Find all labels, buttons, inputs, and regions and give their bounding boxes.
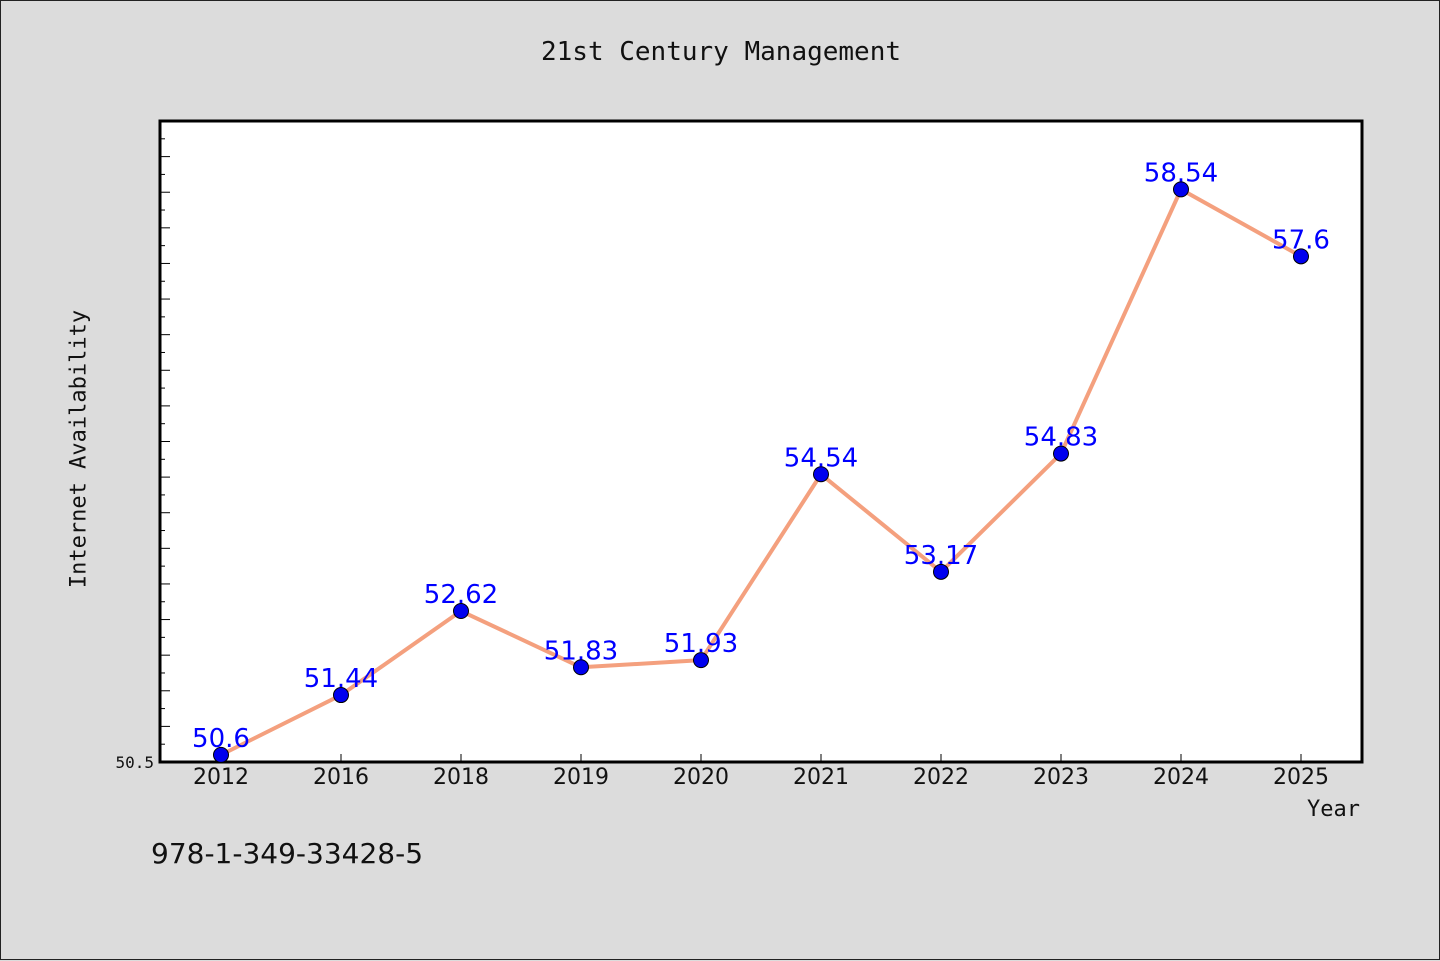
- data-label: 54.54: [784, 443, 858, 473]
- x-tick-label: 2021: [793, 765, 849, 790]
- data-label: 58.54: [1144, 158, 1218, 188]
- data-label: 50.6: [192, 724, 250, 754]
- y-min-tick-label: 50.5: [115, 753, 154, 772]
- data-point: [813, 466, 829, 483]
- data-label: 51.93: [664, 629, 738, 659]
- x-tick-label: 2016: [313, 765, 369, 790]
- isbn-caption: 978-1-349-33428-5: [151, 837, 424, 870]
- x-tick-label: 2012: [193, 765, 249, 790]
- data-label: 51.44: [304, 664, 378, 694]
- data-point: [693, 652, 709, 669]
- data-point: [453, 603, 469, 620]
- data-point: [1053, 445, 1069, 462]
- series-line: [220, 187, 1302, 757]
- data-point: [573, 659, 589, 676]
- x-tick-label: 2022: [913, 765, 969, 790]
- x-tick-label: 2019: [553, 765, 609, 790]
- x-tick-label: 2020: [673, 765, 729, 790]
- data-point: [213, 746, 229, 763]
- data-label: 53.17: [904, 541, 978, 571]
- data-label: 57.6: [1272, 225, 1330, 255]
- x-tick-label: 2025: [1273, 765, 1329, 790]
- data-point: [933, 563, 949, 580]
- data-point: [333, 687, 349, 704]
- chart-title: 21st Century Management: [540, 37, 902, 67]
- x-tick-label: 2018: [433, 765, 489, 790]
- data-label: 51.83: [544, 636, 618, 666]
- x-tick-label: 2023: [1033, 765, 1089, 790]
- data-label: 54.83: [1024, 423, 1098, 453]
- data-point: [1293, 248, 1309, 265]
- x-tick-label: 2024: [1153, 765, 1209, 790]
- data-point: [1173, 181, 1189, 198]
- x-axis-label: Year: [1307, 797, 1360, 822]
- data-label: 52.62: [424, 580, 498, 610]
